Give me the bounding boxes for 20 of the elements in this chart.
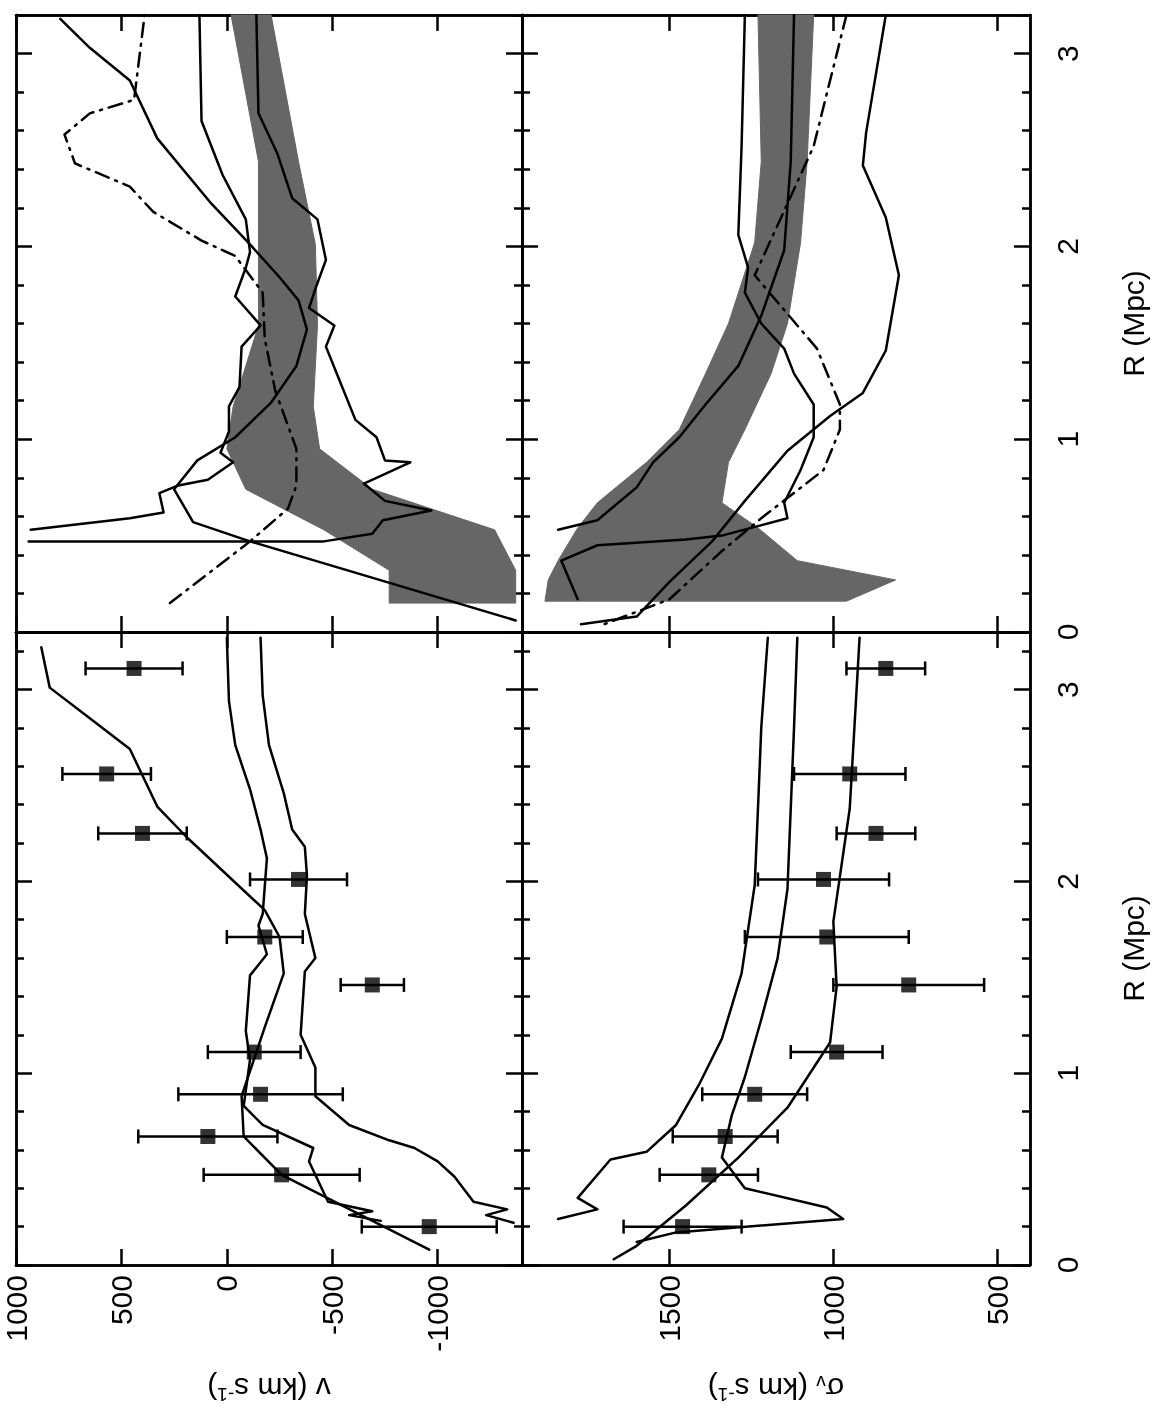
y-tick-label: 2 [1050, 873, 1084, 890]
x-tick-label: 500 [104, 1275, 138, 1326]
y-tick-label: 3 [1050, 45, 1084, 62]
y-tick-label: 0 [1050, 623, 1084, 641]
x-axis-title: v (km s-1) [207, 1372, 331, 1405]
x-tick-label: 0 [210, 1275, 244, 1292]
x-tick-label: 1000 [816, 1275, 850, 1342]
x-tick-label: 1000 [0, 1275, 33, 1342]
y-tick-label: 1 [1050, 1064, 1084, 1082]
x-axis-title: σv (km s-1) [707, 1372, 845, 1405]
y-tick-label: 0 [1050, 1256, 1084, 1274]
x-tick-label: 1500 [652, 1275, 686, 1342]
y-tick-label: 2 [1050, 238, 1084, 255]
y-tick-label: 1 [1050, 430, 1084, 448]
y-axis-title: R (Mpc) [1116, 270, 1150, 377]
y-tick-label: 3 [1050, 681, 1084, 698]
y-axis-title: R (Mpc) [1116, 895, 1150, 1002]
x-tick-label: 500 [980, 1275, 1014, 1326]
x-tick-label: -1000 [421, 1275, 455, 1352]
x-tick-label: -500 [315, 1275, 349, 1336]
